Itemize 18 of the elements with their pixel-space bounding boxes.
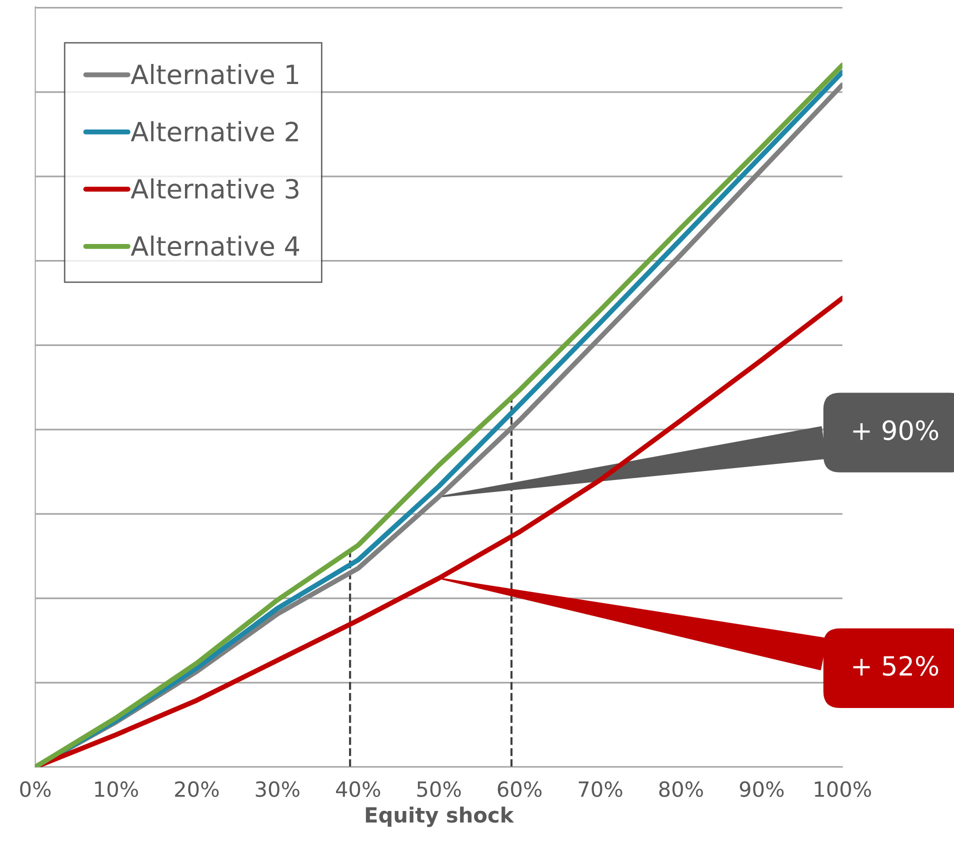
legend-label: Alternative 4	[130, 236, 300, 256]
x-tick-label: 90%	[740, 781, 784, 798]
x-tick-label: 30%	[256, 781, 300, 798]
x-tick-label: 70%	[578, 781, 622, 798]
x-tick-label: 40%	[336, 781, 380, 798]
x-tick-label: 100%	[814, 781, 872, 798]
x-tick-label: 10%	[95, 781, 138, 798]
x-tick-label: 80%	[659, 781, 703, 798]
x-tick-label: 20%	[175, 781, 219, 798]
x-tick-label: 0%	[20, 781, 51, 798]
legend-label: Alternative 2	[130, 121, 298, 142]
annotation: + 52%	[853, 656, 938, 676]
annotation: + 90%	[853, 420, 938, 440]
x-tick-label: 60%	[498, 781, 542, 798]
legend-label: Alternative 1	[130, 64, 298, 84]
x-axis-title: Equity shock	[366, 806, 514, 827]
x-tick-label: 50%	[417, 781, 461, 798]
legend-label: Alternative 3	[130, 178, 298, 199]
